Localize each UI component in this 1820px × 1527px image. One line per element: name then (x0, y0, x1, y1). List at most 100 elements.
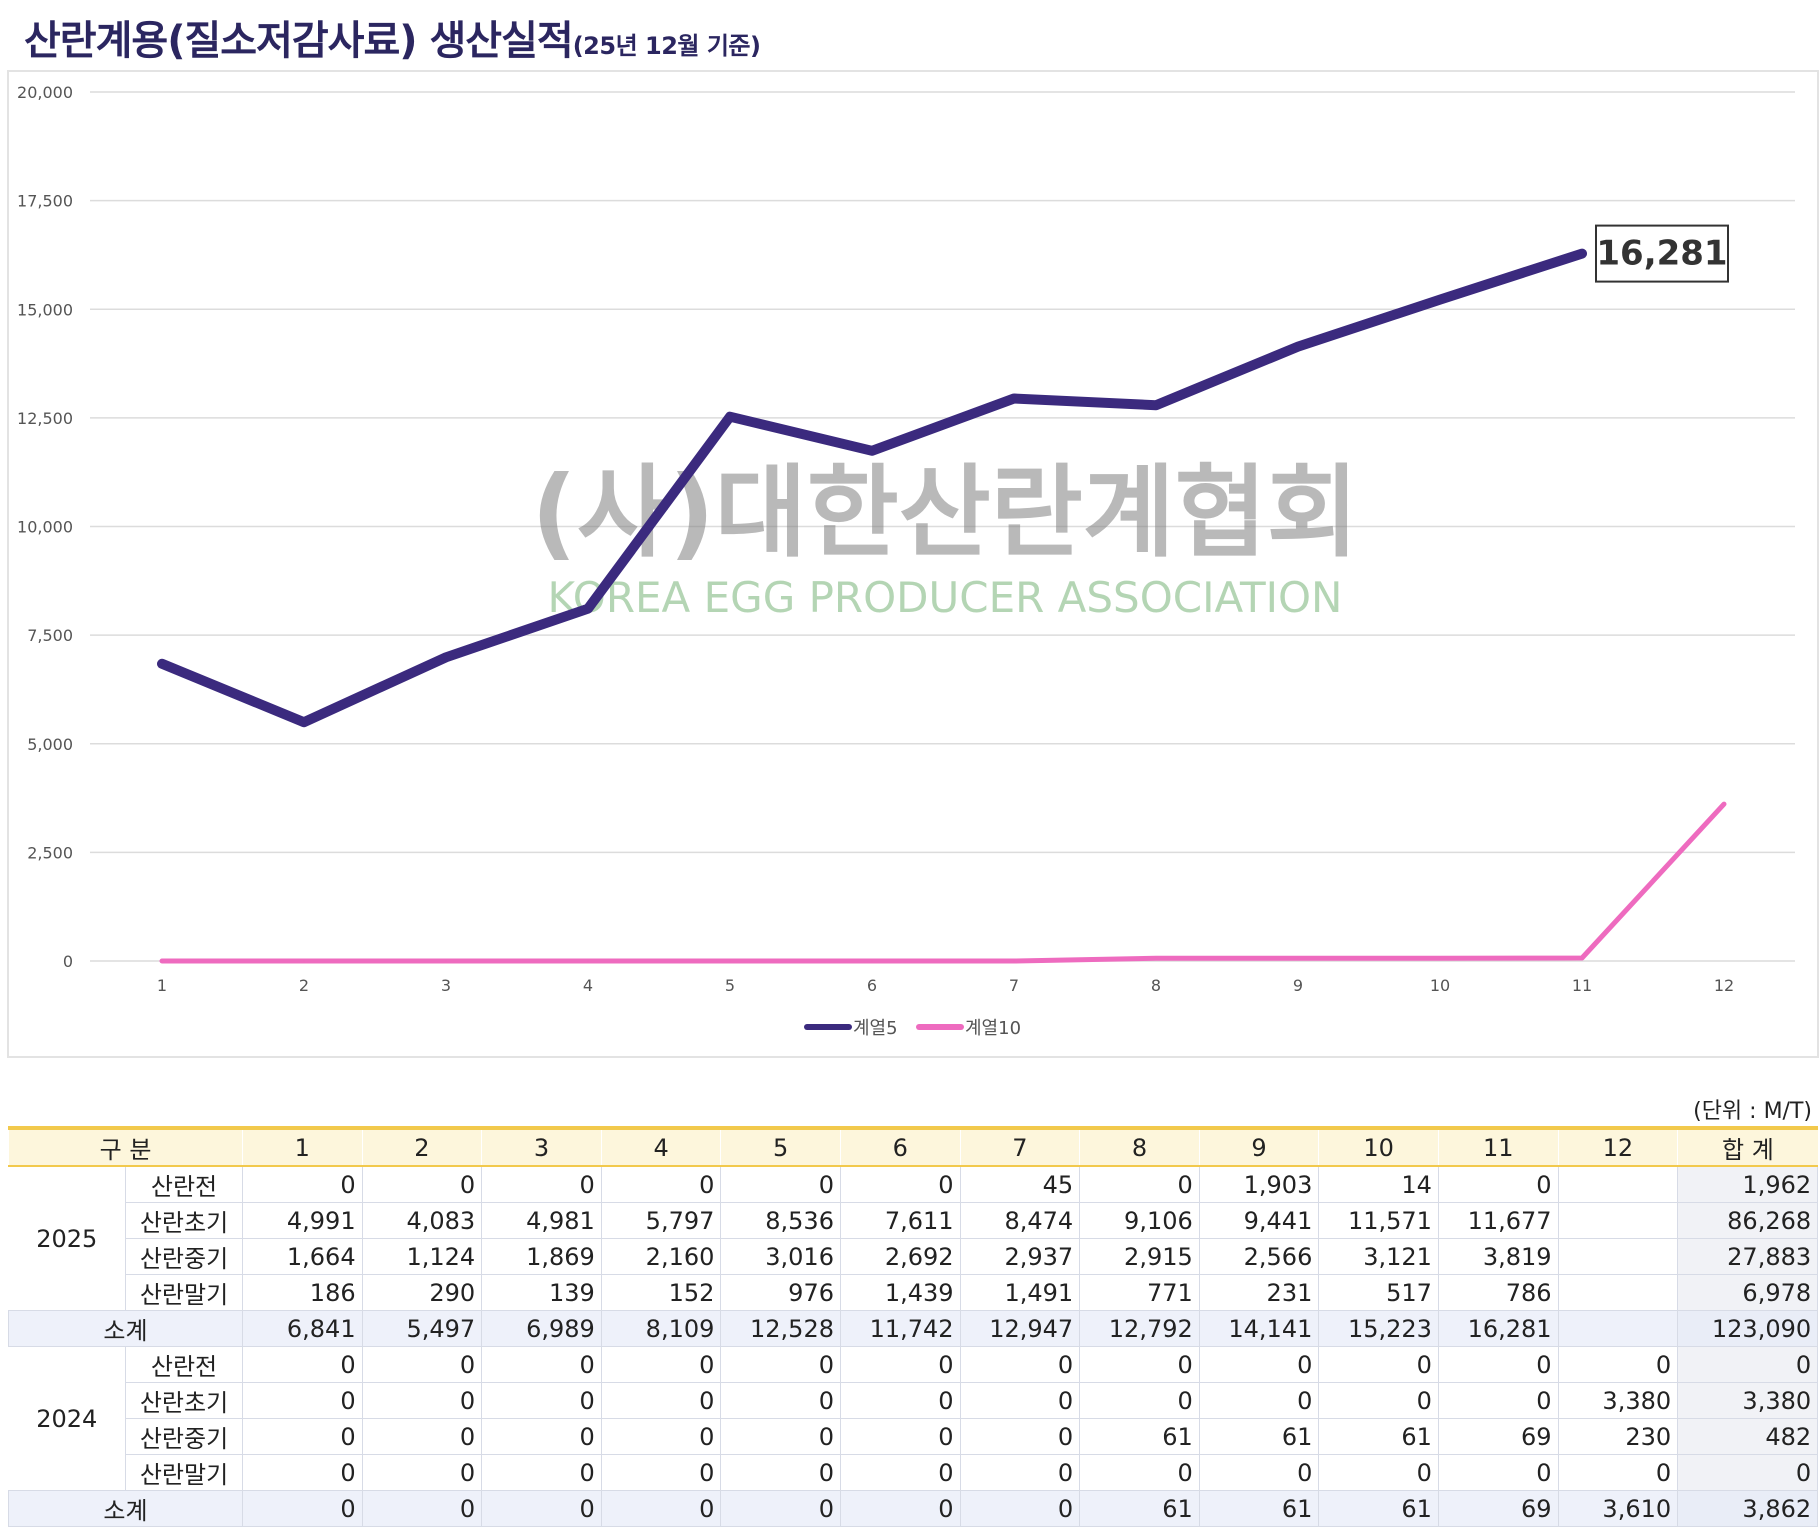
value-cell: 0 (481, 1346, 602, 1383)
data-point (1012, 397, 1016, 400)
value-cell: 0 (1437, 1454, 1559, 1491)
y-tick-label: 12,500 (17, 409, 73, 428)
x-tick-label: 1 (157, 976, 167, 995)
value-cell: 3,610 (1557, 1490, 1679, 1527)
value-cell: 3,819 (1437, 1238, 1559, 1275)
title-sub: (25년 12월 기준) (572, 32, 761, 60)
value-cell: 0 (1437, 1165, 1559, 1203)
total-cell: 86,268 (1677, 1202, 1819, 1239)
value-cell: 7,611 (839, 1202, 961, 1239)
value-cell: 771 (1079, 1274, 1200, 1311)
data-point (1438, 298, 1442, 302)
data-point (303, 960, 305, 962)
data-point (1013, 960, 1015, 962)
header-month: 5 (720, 1126, 841, 1167)
subtotal-label: 소계 (7, 1490, 244, 1527)
total-cell: 3,380 (1677, 1382, 1819, 1419)
value-cell: 0 (242, 1346, 363, 1383)
value-cell: 0 (242, 1454, 363, 1491)
x-tick-label: 7 (1009, 976, 1019, 995)
data-point (161, 960, 163, 962)
table-row: 2025 산란전 0 0 0 0 0 0 45 0 1,903 14 0 1,962 (8, 1165, 1819, 1311)
y-tick-label: 17,500 (17, 192, 73, 211)
header-month: 11 (1437, 1126, 1559, 1167)
year-label: 2025 (8, 1165, 126, 1311)
data-point (302, 720, 306, 724)
y-tick-label: 15,000 (17, 300, 73, 319)
value-cell: 0 (720, 1490, 841, 1527)
value-cell: 0 (839, 1165, 961, 1203)
value-cell: 6,989 (481, 1310, 602, 1347)
page-title: 산란계용(질소저감사료) 생산실적(25년 12월 기준) (24, 8, 761, 66)
unit-label: (단위 : M/T) (1693, 1099, 1812, 1124)
value-cell: 0 (839, 1490, 961, 1527)
annotation-label: 16,281 (1596, 234, 1727, 274)
category-label: 산란초기 (124, 1382, 244, 1419)
table-row: 산란말기 0 0 0 0 0 0 0 0 0 0 0 0 0 (9, 1454, 1819, 1491)
value-cell: 8,536 (720, 1202, 841, 1239)
value-cell: 0 (600, 1346, 722, 1383)
value-cell: 61 (1198, 1418, 1320, 1455)
value-cell: 12,947 (959, 1310, 1081, 1347)
value-cell: 12,528 (720, 1310, 841, 1347)
value-cell: 14,141 (1198, 1310, 1320, 1347)
data-point (728, 415, 732, 419)
table-header-row: 구 분 1 2 3 4 5 6 7 8 9 10 11 12 합 계 (7, 1126, 1818, 1167)
value-cell: 0 (959, 1346, 1081, 1383)
header-month: 1 (242, 1126, 363, 1167)
category-label: 산란전 (124, 1346, 244, 1383)
value-cell: 186 (242, 1274, 363, 1311)
table-row: 산란초기 4,991 4,083 4,981 5,797 8,536 7,611 8,474 9… (9, 1202, 1819, 1239)
series-line-2 (159, 801, 1727, 964)
x-tick-label: 11 (1572, 976, 1592, 995)
value-cell: 0 (1318, 1454, 1439, 1491)
value-cell: 1,869 (481, 1238, 602, 1275)
value-cell (1557, 1310, 1679, 1347)
value-cell: 0 (242, 1490, 363, 1527)
header-month: 4 (600, 1126, 721, 1167)
value-cell: 517 (1318, 1274, 1439, 1311)
value-cell: 0 (600, 1382, 722, 1419)
header-month: 12 (1557, 1126, 1678, 1167)
value-cell: 11,571 (1318, 1202, 1439, 1239)
year-label: 2024 (8, 1346, 126, 1491)
value-cell: 1,903 (1198, 1165, 1320, 1203)
total-cell: 6,978 (1677, 1274, 1819, 1311)
value-cell: 0 (361, 1382, 483, 1419)
value-cell: 0 (600, 1454, 722, 1491)
data-point (1155, 957, 1157, 960)
total-cell: 3,862 (1677, 1490, 1819, 1527)
value-cell: 45 (959, 1165, 1081, 1203)
value-cell: 69 (1437, 1490, 1559, 1527)
y-tick-label: 7,500 (27, 626, 73, 645)
value-cell: 230 (1557, 1418, 1679, 1455)
header-month: 6 (839, 1126, 961, 1167)
data-point (1154, 403, 1158, 407)
value-cell: 0 (1198, 1382, 1320, 1419)
value-cell (1557, 1274, 1679, 1311)
value-cell: 290 (361, 1274, 483, 1311)
table-row: 산란초기 0 0 0 0 0 0 0 0 0 0 0 3,380 3,380 (9, 1382, 1819, 1419)
subtotal-row: 소계 0 0 0 0 0 0 0 61 61 61 69 3,610 3,862 (7, 1490, 1819, 1527)
data-point (445, 960, 447, 962)
value-cell: 0 (361, 1418, 483, 1455)
value-cell: 0 (481, 1454, 602, 1491)
value-cell: 69 (1437, 1418, 1559, 1455)
category-label: 산란초기 (124, 1202, 244, 1239)
header-month: 2 (361, 1126, 482, 1167)
value-cell: 15,223 (1318, 1310, 1439, 1347)
data-point (1580, 252, 1584, 256)
value-cell: 0 (600, 1418, 722, 1455)
value-cell: 0 (1437, 1346, 1559, 1383)
line-chart: 0 2,500 5,000 7,500 10,000 12,500 15,000 17,500… (17, 83, 1795, 1039)
y-tick-label: 5,000 (27, 735, 73, 754)
data-point (729, 960, 731, 962)
value-cell: 1,491 (959, 1274, 1081, 1311)
x-tick-label: 4 (583, 976, 593, 995)
value-cell (1557, 1238, 1679, 1275)
data-point (1439, 957, 1441, 960)
value-cell: 61 (1198, 1490, 1320, 1527)
header-month: 9 (1198, 1126, 1319, 1167)
value-cell: 8,474 (959, 1202, 1081, 1239)
value-cell: 0 (481, 1165, 602, 1203)
